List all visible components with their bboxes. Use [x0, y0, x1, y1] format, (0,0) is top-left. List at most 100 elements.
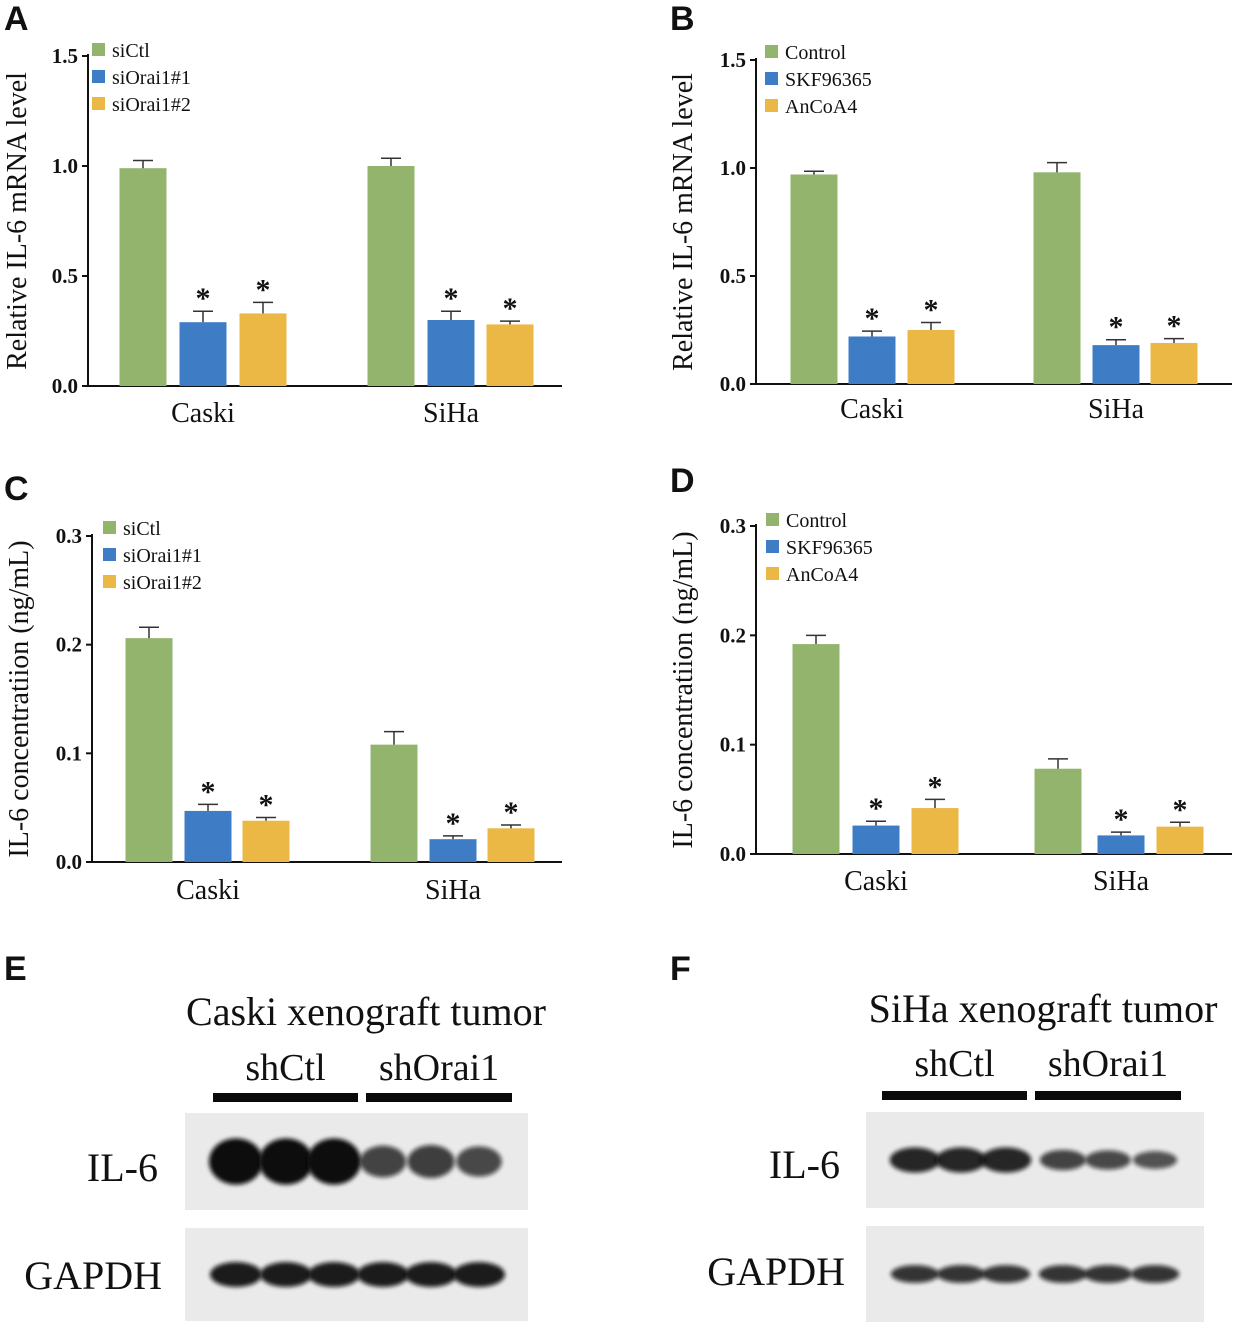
legend-entry: siCtl	[112, 40, 150, 62]
x-category-label: Caski	[176, 875, 240, 906]
bar	[911, 808, 959, 854]
blot-row-label: IL-6	[769, 1142, 840, 1187]
y-axis-label: Relative IL-6 mRNA level	[668, 73, 699, 371]
bar	[119, 168, 167, 386]
blot-band	[260, 1262, 312, 1287]
bar	[242, 820, 290, 862]
y-tick-label: 0.2	[720, 623, 746, 647]
group-label: shOrai1	[1048, 1043, 1168, 1085]
bar	[1034, 768, 1082, 854]
significance-marker: *	[865, 302, 880, 335]
y-tick-label: 0.5	[720, 264, 746, 288]
blot-band	[981, 1265, 1031, 1283]
legend-swatch	[765, 72, 778, 85]
y-axis-label: Relative IL-6 mRNA level	[2, 72, 33, 370]
x-category-label: Caski	[171, 398, 235, 429]
significance-marker: *	[869, 792, 884, 825]
significance-marker: *	[1114, 803, 1129, 836]
y-tick-label: 0.5	[52, 264, 78, 288]
blot-band	[307, 1138, 361, 1185]
bar	[427, 320, 475, 386]
legend-swatch	[765, 99, 778, 112]
bar	[1033, 172, 1081, 384]
significance-marker: *	[196, 282, 211, 315]
group-label: shCtl	[245, 1047, 325, 1089]
significance-marker: *	[259, 788, 274, 821]
blot-band	[1039, 1149, 1087, 1171]
panel-letter: A	[4, 0, 29, 38]
significance-marker: *	[201, 775, 216, 808]
blot-title: Caski xenograft tumor	[186, 989, 546, 1034]
bar	[239, 313, 287, 386]
blot-band	[1130, 1265, 1180, 1283]
y-tick-label: 1.0	[52, 154, 78, 178]
bar	[907, 330, 955, 384]
legend-entry: siCtl	[123, 518, 161, 540]
y-tick-label: 0.0	[720, 372, 746, 396]
bar	[486, 324, 534, 386]
blot-band	[890, 1265, 940, 1283]
significance-marker: *	[1109, 311, 1124, 344]
legend-swatch	[103, 575, 116, 588]
bar	[370, 744, 418, 862]
bar	[367, 166, 415, 386]
panel-letter: B	[670, 0, 695, 38]
y-tick-label: 1.5	[52, 44, 78, 68]
y-axis-label: IL-6 concentratiion (ng/mL)	[4, 540, 35, 857]
blot-band	[980, 1147, 1032, 1173]
significance-marker: *	[1173, 793, 1188, 826]
legend-swatch	[92, 97, 105, 110]
bar	[125, 638, 173, 862]
y-tick-label: 0.0	[52, 374, 78, 398]
legend-entry: Control	[786, 510, 848, 532]
x-category-label: SiHa	[423, 398, 480, 429]
legend-entry: siOrai1#2	[112, 94, 191, 116]
legend-entry: AnCoA4	[786, 564, 858, 586]
panel-b-chart: B 0.0 0.5 1.0 1.5 Relative IL-6 mRNA level Ca…	[668, 0, 1232, 425]
y-tick-label: 0.0	[720, 842, 746, 866]
blot-band	[1038, 1265, 1088, 1283]
bar	[429, 839, 477, 862]
blot-band	[259, 1138, 313, 1185]
y-tick-label: 0.3	[720, 514, 746, 538]
significance-marker: *	[504, 796, 519, 829]
legend-swatch	[92, 70, 105, 83]
blot-band	[407, 1145, 455, 1178]
bar	[184, 810, 232, 862]
panel-letter: C	[4, 470, 29, 508]
y-axis-label: IL-6 concentratiion (ng/mL)	[668, 531, 699, 848]
blot-band	[359, 1145, 407, 1178]
blot-band	[210, 1262, 262, 1287]
y-tick-label: 1.5	[720, 48, 746, 72]
panel-f-western-blot: F SiHa xenograft tumor shCtl shOrai1 IL-6 G…	[670, 950, 1217, 1322]
blot-band	[357, 1262, 409, 1287]
significance-marker: *	[503, 292, 518, 325]
bar	[1156, 826, 1204, 854]
bar	[790, 174, 838, 384]
legend-entry: SKF96365	[785, 69, 872, 91]
x-category-label: Caski	[844, 866, 908, 897]
legend-swatch	[765, 45, 778, 58]
significance-marker: *	[928, 770, 943, 803]
group-bar	[366, 1093, 512, 1102]
blot-band	[308, 1262, 360, 1287]
panel-a-chart: A 0.0 0.5 1.0 1.5 Relative IL-6 mRNA level Ca…	[2, 0, 562, 429]
blot-band	[1083, 1265, 1133, 1283]
bar	[1092, 345, 1140, 384]
significance-marker: *	[924, 293, 939, 326]
legend-entry: siOrai1#1	[112, 67, 191, 89]
y-tick-label: 0.2	[56, 633, 82, 657]
bar	[1097, 835, 1145, 854]
significance-marker: *	[444, 282, 459, 315]
blot-band	[1132, 1151, 1178, 1169]
bar	[852, 825, 900, 854]
panel-c-chart: C 0.0 0.1 0.2 0.3 IL-6 concentratiion (ng/mL…	[4, 470, 562, 906]
bar	[792, 644, 840, 854]
group-label: shOrai1	[379, 1047, 499, 1089]
y-tick-label: 0.0	[56, 850, 82, 874]
x-category-label: SiHa	[425, 875, 482, 906]
significance-marker: *	[446, 807, 461, 840]
legend-entry: AnCoA4	[785, 96, 857, 118]
legend-entry: siOrai1#2	[123, 572, 202, 594]
legend-swatch	[766, 567, 779, 580]
